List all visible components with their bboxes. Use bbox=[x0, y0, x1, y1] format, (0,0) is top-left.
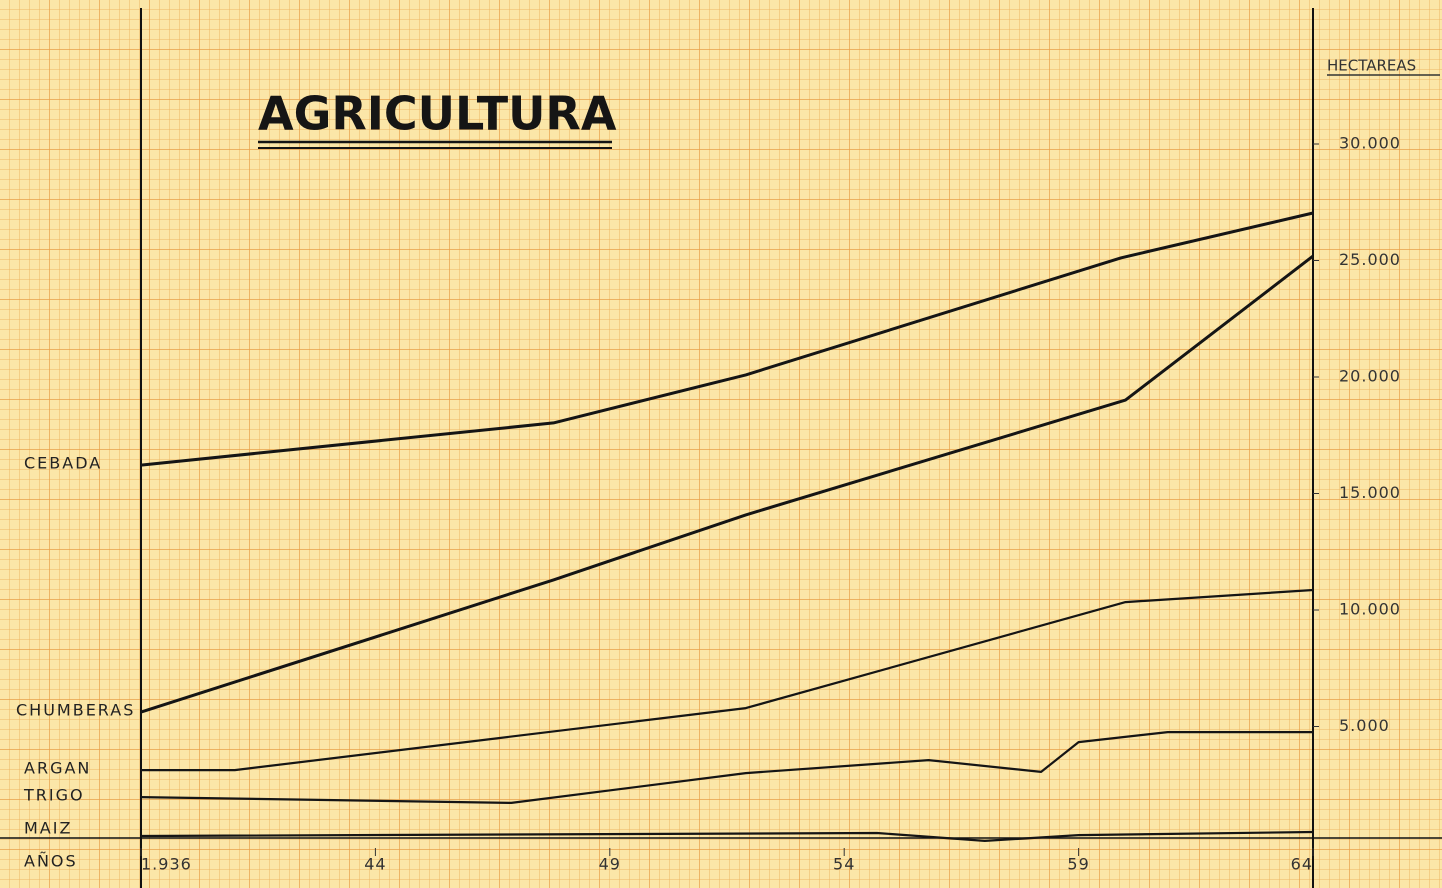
y-axis-label: HECTAREAS bbox=[1327, 57, 1416, 75]
line bbox=[141, 588, 1314, 772]
y-tick-label: 20.000 bbox=[1339, 367, 1401, 386]
series-label: CHUMBERAS bbox=[16, 701, 135, 720]
x-tick-label: 64 bbox=[1291, 855, 1313, 874]
chart-title: AGRICULTURA bbox=[258, 87, 617, 141]
x-axis-label: AÑOS bbox=[24, 852, 78, 871]
line bbox=[140, 830, 1314, 842]
x-tick-label: 1.936 bbox=[141, 855, 192, 874]
line bbox=[140, 254, 1314, 714]
y-tick-label: 25.000 bbox=[1339, 250, 1401, 269]
x-tick-label: 49 bbox=[599, 855, 621, 874]
line bbox=[140, 211, 1314, 467]
y-tick-label: 30.000 bbox=[1339, 134, 1401, 153]
line bbox=[140, 731, 1313, 804]
y-tick-label: 10.000 bbox=[1339, 600, 1401, 619]
y-tick-label: 5.000 bbox=[1339, 716, 1390, 735]
x-tick-label: 59 bbox=[1067, 855, 1089, 874]
series-label: ARGAN bbox=[24, 759, 91, 778]
x-tick-label: 54 bbox=[833, 855, 855, 874]
series-label: TRIGO bbox=[23, 786, 85, 805]
y-tick-label: 15.000 bbox=[1339, 483, 1401, 502]
series-label: MAIZ bbox=[24, 819, 72, 838]
x-tick-label: 44 bbox=[364, 855, 386, 874]
series-label: CEBADA bbox=[24, 454, 102, 473]
